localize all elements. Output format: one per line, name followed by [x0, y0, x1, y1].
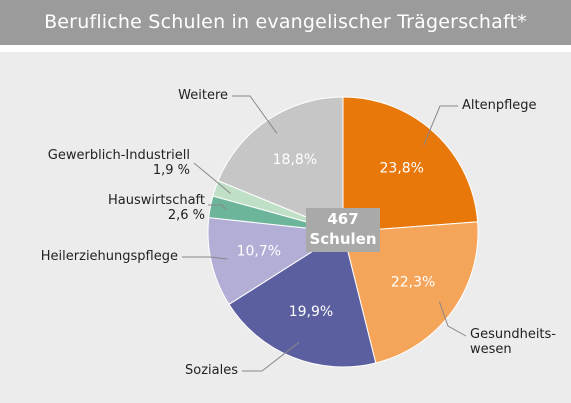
value-label: 18,8% [273, 152, 317, 168]
leader-line [438, 301, 467, 337]
category-label: Gewerblich-Industriell 1,9 % [47, 148, 190, 178]
leader-line [182, 256, 228, 260]
category-label: Hauswirtschaft 2,6 % [107, 193, 205, 223]
leader-line [193, 162, 231, 194]
leader-line [232, 95, 278, 134]
category-label: Weitere [178, 88, 228, 103]
category-label: Altenpflege [462, 98, 537, 113]
value-label: 22,3% [391, 275, 435, 291]
pie-slice [342, 96, 479, 233]
category-label: Heilerziehungspflege [40, 249, 178, 264]
value-label: 1,9 % [152, 163, 190, 178]
category-label: Soziales [185, 363, 238, 378]
pie-slice [342, 221, 479, 364]
leader-line [208, 204, 227, 211]
value-label: 2,6 % [167, 208, 205, 223]
value-label: 19,9% [289, 304, 333, 320]
value-label: 10,7% [237, 244, 281, 260]
leader-line [242, 341, 300, 372]
value-label: 23,8% [380, 161, 424, 177]
pie-slice [217, 96, 344, 233]
chart-title: Berufliche Schulen in evangelischer Träg… [0, 0, 571, 45]
leader-line [423, 105, 458, 146]
pie-slice [228, 231, 377, 368]
category-label: Gesundheits- wesen [470, 327, 556, 357]
center-label: 467 Schulen [306, 208, 380, 252]
